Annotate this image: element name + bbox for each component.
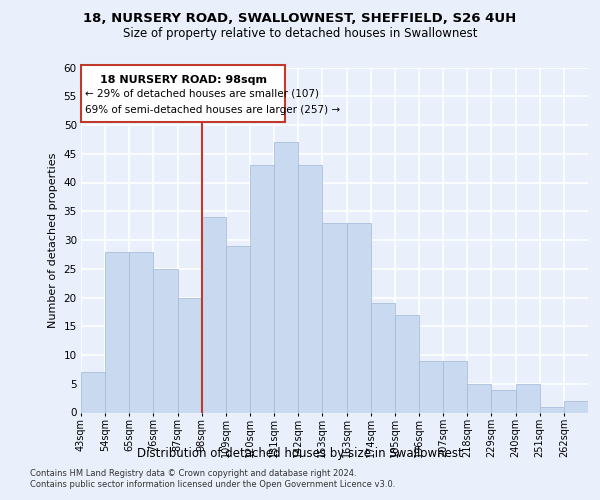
Bar: [564, 401, 588, 412]
Text: Size of property relative to detached houses in Swallownest: Size of property relative to detached ho…: [123, 28, 477, 40]
Bar: [226, 246, 250, 412]
Text: 18, NURSERY ROAD, SWALLOWNEST, SHEFFIELD, S26 4UH: 18, NURSERY ROAD, SWALLOWNEST, SHEFFIELD…: [83, 12, 517, 26]
Text: ← 29% of detached houses are smaller (107): ← 29% of detached houses are smaller (10…: [85, 89, 319, 99]
Bar: [322, 223, 347, 412]
Text: Distribution of detached houses by size in Swallownest: Distribution of detached houses by size …: [137, 448, 463, 460]
Bar: [443, 361, 467, 412]
Bar: [105, 252, 129, 412]
Bar: [515, 384, 540, 412]
Bar: [202, 217, 226, 412]
Bar: [491, 390, 515, 412]
Bar: [81, 64, 285, 122]
Bar: [178, 298, 202, 412]
Y-axis label: Number of detached properties: Number of detached properties: [48, 152, 58, 328]
Text: 69% of semi-detached houses are larger (257) →: 69% of semi-detached houses are larger (…: [85, 105, 341, 115]
Bar: [540, 407, 564, 412]
Bar: [467, 384, 491, 412]
Bar: [419, 361, 443, 412]
Bar: [347, 223, 371, 412]
Text: Contains public sector information licensed under the Open Government Licence v3: Contains public sector information licen…: [30, 480, 395, 489]
Bar: [298, 165, 322, 412]
Bar: [154, 269, 178, 412]
Bar: [81, 372, 105, 412]
Bar: [250, 165, 274, 412]
Bar: [274, 142, 298, 412]
Bar: [395, 315, 419, 412]
Text: 18 NURSERY ROAD: 98sqm: 18 NURSERY ROAD: 98sqm: [100, 75, 266, 85]
Bar: [129, 252, 154, 412]
Bar: [371, 303, 395, 412]
Text: Contains HM Land Registry data © Crown copyright and database right 2024.: Contains HM Land Registry data © Crown c…: [30, 469, 356, 478]
